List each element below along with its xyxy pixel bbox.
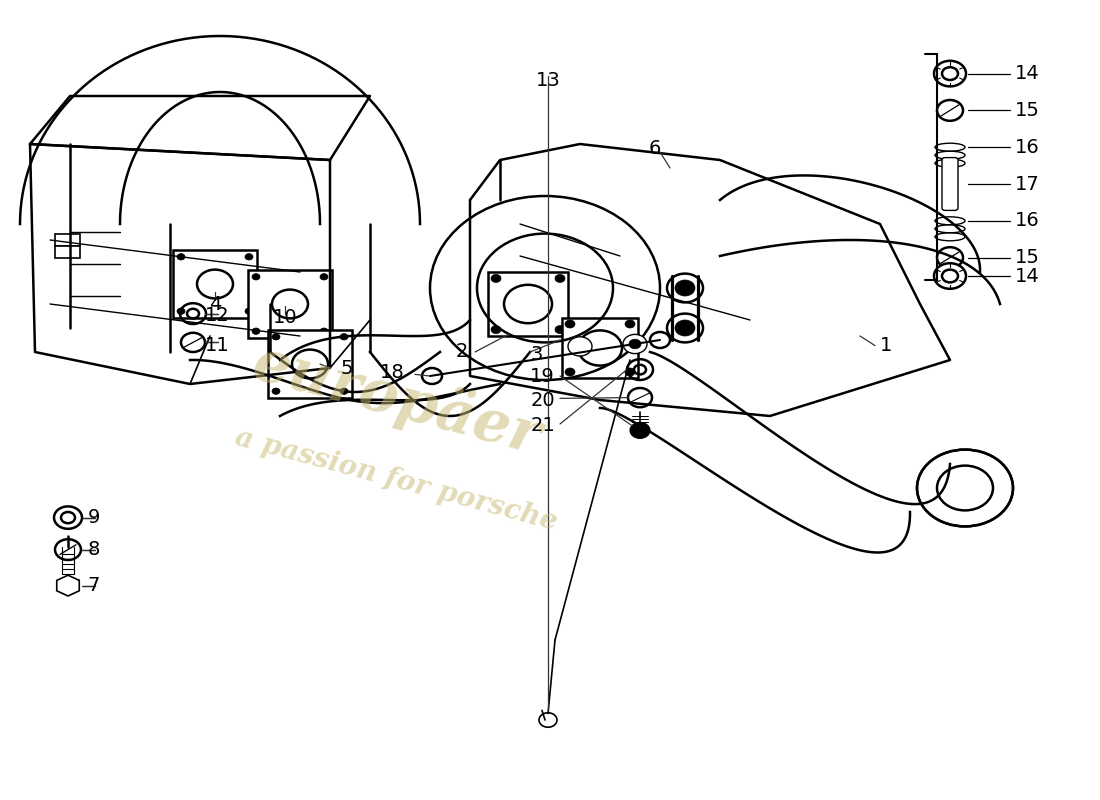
Text: 9: 9 <box>88 508 100 527</box>
Circle shape <box>245 254 253 260</box>
Circle shape <box>177 308 185 314</box>
Text: 14: 14 <box>1015 64 1040 83</box>
Text: 3: 3 <box>530 345 542 364</box>
Text: 16: 16 <box>1015 138 1040 157</box>
Circle shape <box>629 339 641 349</box>
FancyBboxPatch shape <box>55 234 80 246</box>
Circle shape <box>565 320 575 328</box>
Circle shape <box>340 388 348 394</box>
Text: 11: 11 <box>206 336 230 355</box>
Circle shape <box>177 254 185 260</box>
Text: 12: 12 <box>206 306 230 325</box>
FancyBboxPatch shape <box>268 330 352 398</box>
Text: a passion for porsche: a passion for porsche <box>232 424 560 536</box>
Circle shape <box>320 328 328 334</box>
FancyBboxPatch shape <box>562 318 638 378</box>
Circle shape <box>556 326 565 334</box>
Circle shape <box>650 332 670 348</box>
Circle shape <box>917 450 1013 526</box>
Circle shape <box>934 61 966 86</box>
Text: 15: 15 <box>1015 101 1040 120</box>
FancyBboxPatch shape <box>55 246 80 258</box>
Circle shape <box>675 320 695 336</box>
Text: 16: 16 <box>1015 211 1040 230</box>
FancyBboxPatch shape <box>173 250 257 318</box>
Circle shape <box>491 326 501 334</box>
Text: 7: 7 <box>88 576 100 595</box>
Circle shape <box>568 337 592 356</box>
Text: 17: 17 <box>1015 174 1040 194</box>
Circle shape <box>245 308 253 314</box>
Text: 20: 20 <box>530 390 556 410</box>
Circle shape <box>623 334 647 354</box>
Text: 13: 13 <box>536 70 560 90</box>
Text: 4: 4 <box>209 294 221 314</box>
Text: europäer: europäer <box>245 334 547 466</box>
Text: 19: 19 <box>530 366 556 386</box>
Text: 21: 21 <box>530 416 556 435</box>
Circle shape <box>675 280 695 296</box>
Circle shape <box>252 274 260 280</box>
Text: 2: 2 <box>455 342 468 362</box>
FancyBboxPatch shape <box>942 158 958 210</box>
Circle shape <box>667 314 703 342</box>
Circle shape <box>272 388 280 394</box>
Circle shape <box>565 368 575 376</box>
Text: 1: 1 <box>880 336 892 355</box>
Text: 6: 6 <box>649 138 661 158</box>
Text: 10: 10 <box>273 308 297 327</box>
Text: 18: 18 <box>381 363 405 382</box>
Circle shape <box>491 274 501 282</box>
Circle shape <box>556 274 565 282</box>
FancyBboxPatch shape <box>488 272 568 336</box>
Circle shape <box>272 334 280 340</box>
Circle shape <box>422 368 442 384</box>
Text: 14: 14 <box>1015 266 1040 286</box>
Circle shape <box>667 274 703 302</box>
Circle shape <box>320 274 328 280</box>
Circle shape <box>630 422 650 438</box>
Circle shape <box>934 263 966 289</box>
Circle shape <box>625 320 635 328</box>
Text: 5: 5 <box>340 358 352 378</box>
Text: 15: 15 <box>1015 248 1040 267</box>
Text: 8: 8 <box>88 540 100 559</box>
Circle shape <box>340 334 348 340</box>
FancyBboxPatch shape <box>248 270 332 338</box>
Circle shape <box>252 328 260 334</box>
Circle shape <box>625 368 635 376</box>
